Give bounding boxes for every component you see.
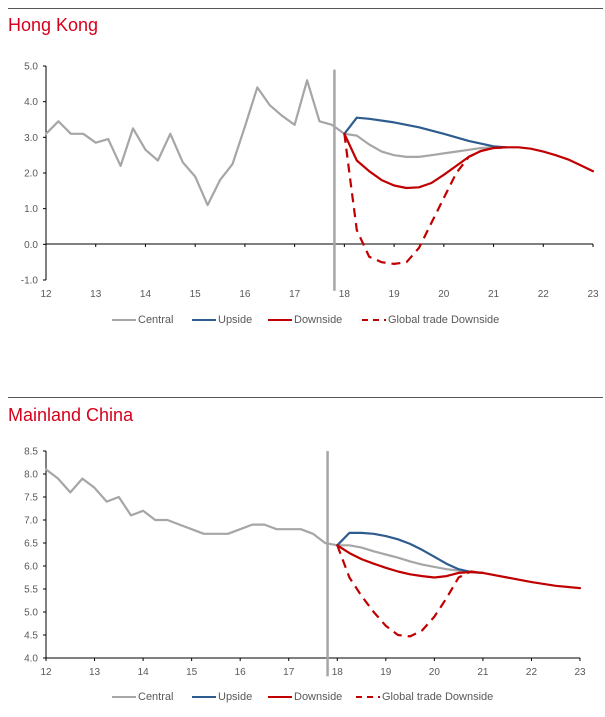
x-tick-label: 16 [239, 289, 251, 300]
y-tick-label: 4.5 [24, 631, 38, 642]
legend-swatch [192, 319, 216, 321]
legend-label: Downside [294, 691, 343, 703]
series-line-global-trade-downside [336, 544, 484, 638]
x-tick-label: 23 [574, 667, 586, 678]
x-tick-label: 21 [488, 289, 500, 300]
legend-label: Upside [218, 314, 253, 326]
chart-title: Mainland China [8, 405, 134, 425]
legend-label: Downside [294, 314, 343, 326]
y-tick-label: 7.0 [24, 516, 38, 527]
series-line-central [44, 468, 484, 574]
legend-label: Global trade Downside [388, 314, 500, 326]
series-line-downside [336, 544, 582, 590]
legend-swatch [268, 696, 292, 698]
y-tick-label: 2.0 [24, 169, 38, 180]
panel-hong-kong: Hong Kong 5.0 4.0 3.0 2.0 1.0 0.0 -1.0 12 13 14 15… [0, 0, 605, 340]
x-tick-label: 20 [438, 289, 450, 300]
legend-label: Upside [218, 691, 253, 703]
legend-swatch [356, 696, 380, 698]
y-tick-label: 6.5 [24, 539, 38, 550]
y-tick-label: 5.5 [24, 585, 38, 596]
x-tick-label: 20 [429, 667, 441, 678]
legend-item-upside: Upside [190, 689, 252, 705]
y-tick-label: 4.0 [24, 654, 38, 665]
legend-swatch [112, 319, 136, 321]
title-rule [8, 397, 603, 398]
legend-swatch [362, 319, 386, 321]
legend-swatch [268, 319, 292, 321]
x-tick-label: 14 [140, 289, 152, 300]
x-tick-label: 23 [587, 289, 599, 300]
chart-legend: Central Upside Downside Global trade Downsi… [0, 689, 605, 705]
legend-label: Central [138, 691, 174, 703]
x-tick-label: 22 [538, 289, 550, 300]
legend-item-global-trade-downside: Global trade Downside [354, 689, 493, 705]
x-tick-label: 19 [389, 289, 401, 300]
x-tick-label: 18 [332, 667, 344, 678]
y-tick-label: -1.0 [21, 276, 39, 287]
legend-item-global-trade-downside: Global trade Downside [360, 312, 499, 328]
x-tick-label: 15 [190, 289, 202, 300]
x-tick-label: 17 [283, 667, 295, 678]
y-tick-label: 4.0 [24, 97, 38, 108]
legend-item-downside: Downside [266, 689, 342, 705]
y-tick-label: 6.0 [24, 562, 38, 573]
legend-item-central: Central [110, 689, 173, 705]
legend-item-downside: Downside [266, 312, 342, 328]
x-tick-label: 14 [138, 667, 150, 678]
series-line-upside [336, 531, 484, 574]
y-tick-label: 7.5 [24, 493, 38, 504]
line-chart-hong-kong: 5.0 4.0 3.0 2.0 1.0 0.0 -1.012 13 14 15 16 17 18 19 20… [21, 62, 599, 301]
series-line-upside [343, 116, 508, 149]
x-tick-label: 13 [89, 667, 101, 678]
legend-label: Global trade Downside [382, 691, 494, 703]
y-tick-label: 8.5 [24, 447, 38, 458]
x-tick-label: 17 [289, 289, 301, 300]
y-tick-label: 0.0 [24, 240, 38, 251]
series-line-central [44, 79, 508, 207]
y-tick-label: 5.0 [24, 62, 38, 73]
x-tick-label: 16 [235, 667, 247, 678]
line-chart-mainland-china: 8.5 8.0 7.5 7.0 6.5 6.0 5.5 5.0 4.5 4.012 13 14 15 16… [24, 447, 586, 679]
legend-swatch [192, 696, 216, 698]
y-tick-label: 5.0 [24, 608, 38, 619]
x-tick-label: 15 [186, 667, 198, 678]
y-tick-label: 3.0 [24, 133, 38, 144]
legend-item-upside: Upside [190, 312, 252, 328]
x-tick-label: 22 [526, 667, 538, 678]
y-tick-label: 8.0 [24, 470, 38, 481]
series-line-global-trade-downside [343, 133, 507, 265]
x-tick-label: 18 [339, 289, 351, 300]
x-tick-label: 12 [40, 667, 52, 678]
x-tick-label: 12 [40, 289, 52, 300]
x-tick-label: 19 [380, 667, 392, 678]
chart-title: Hong Kong [8, 15, 99, 35]
chart-legend: Central Upside Downside Global trade Downsi… [0, 312, 605, 328]
legend-swatch [112, 696, 136, 698]
y-tick-label: 1.0 [24, 204, 38, 215]
legend-label: Central [138, 314, 174, 326]
legend-item-central: Central [110, 312, 173, 328]
x-tick-label: 13 [90, 289, 102, 300]
title-rule [8, 8, 603, 9]
x-tick-label: 21 [477, 667, 489, 678]
